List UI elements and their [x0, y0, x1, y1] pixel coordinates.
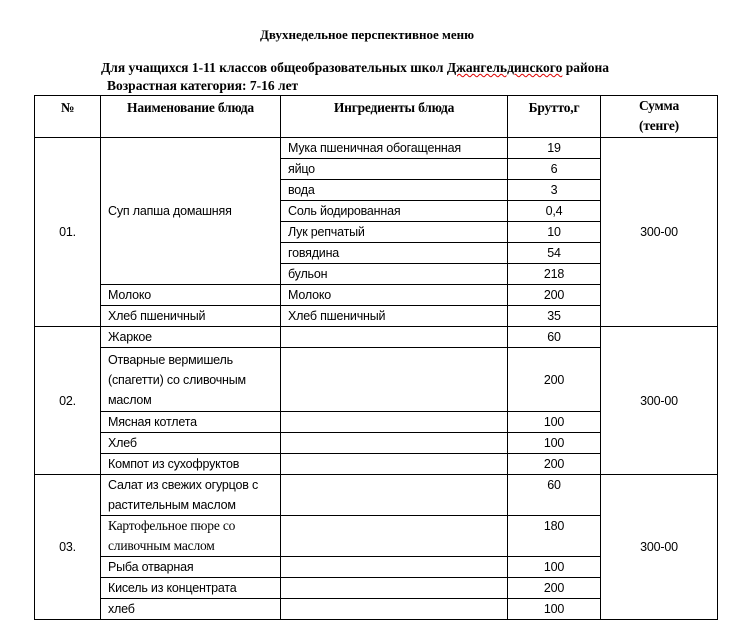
- table-row: Молоко Молоко 200: [35, 284, 718, 306]
- brutto-value: 0,4: [507, 200, 601, 222]
- table-row: 02. Жаркое 60 300-00: [34, 326, 718, 475]
- header-dish: Наименование блюда: [100, 95, 281, 138]
- brutto-value: 180: [507, 515, 601, 557]
- ingredient-name: [280, 474, 508, 516]
- header-ingredients: Ингредиенты блюда: [280, 95, 508, 138]
- brutto-value: 35: [507, 305, 601, 327]
- dish-name: Молоко: [100, 284, 281, 306]
- ingredient-name: вода: [280, 179, 508, 201]
- subtitle-prefix: Для учащихся 1-11 классов общеобразовате…: [101, 60, 447, 75]
- ingredient-name: Лук репчатый: [280, 221, 508, 243]
- dish-name: Мясная котлета: [100, 411, 281, 433]
- ingredient-name: Молоко: [280, 284, 508, 306]
- ingredient-name: Хлеб пшеничный: [280, 305, 508, 327]
- dish-name: Жаркое: [100, 326, 281, 348]
- dish-name: Отварные вермишель (спагетти) со сливочн…: [100, 347, 281, 412]
- dish-name: Кисель из концентрата: [100, 577, 281, 599]
- table-row: говядина 54: [35, 242, 718, 264]
- dish-name: Хлеб: [100, 432, 281, 454]
- dish-name: Хлеб пшеничный: [100, 305, 281, 327]
- table-header-row: № Наименование блюда Ингредиенты блюда Б…: [34, 95, 718, 138]
- table-row: Мясная котлета 100: [35, 411, 718, 433]
- table-row: Отварные вермишель (спагетти) со сливочн…: [35, 347, 718, 412]
- brutto-value: 60: [507, 474, 601, 516]
- header-number: №: [34, 95, 101, 138]
- spellcheck-word: Джангельдинского: [446, 60, 563, 75]
- ingredient-name: Соль йодированная: [280, 200, 508, 222]
- ingredient-name: [280, 411, 508, 433]
- brutto-value: 100: [507, 432, 601, 454]
- brutto-value: 19: [507, 137, 601, 159]
- ingredient-name: [280, 515, 508, 557]
- ingredient-name: Мука пшеничная обогащенная: [280, 137, 508, 159]
- ingredient-name: бульон: [280, 263, 508, 285]
- section-number: 02.: [34, 326, 101, 475]
- brutto-value: 6: [507, 158, 601, 180]
- dish-name: Картофельное пюре со сливочным маслом: [100, 515, 281, 557]
- section-sum: 300-00: [600, 137, 718, 327]
- dish-name: Салат из свежих огурцов с растительным м…: [100, 474, 281, 516]
- ingredient-name: говядина: [280, 242, 508, 264]
- dish-name: Компот из сухофруктов: [100, 453, 281, 475]
- dish-name: Суп лапша домашняя: [100, 137, 281, 285]
- ingredient-name: [280, 347, 508, 412]
- brutto-value: 100: [507, 556, 601, 578]
- table-row: Хлеб 100: [35, 432, 718, 454]
- ingredient-name: [280, 598, 508, 620]
- table-row: 01. Суп лапша домашняя Мука пшеничная обог…: [34, 137, 718, 327]
- brutto-value: 100: [507, 411, 601, 433]
- document-title: Двухнедельное перспективное меню: [259, 27, 475, 42]
- section-number: 03.: [34, 474, 101, 620]
- brutto-value: 10: [507, 221, 601, 243]
- table-row: Соль йодированная 0,4: [35, 200, 718, 222]
- brutto-value: 200: [507, 577, 601, 599]
- section-number: 01.: [34, 137, 101, 327]
- document-subtitle: Для учащихся 1-11 классов общеобразовате…: [101, 60, 609, 76]
- brutto-value: 200: [507, 347, 601, 412]
- subtitle-suffix: района: [562, 60, 610, 75]
- brutto-value: 60: [507, 326, 601, 348]
- ingredient-name: [280, 556, 508, 578]
- brutto-value: 218: [507, 263, 601, 285]
- ingredient-name: [280, 577, 508, 599]
- table-row: Компот из сухофруктов 200: [35, 453, 718, 475]
- dish-name: хлеб: [100, 598, 281, 620]
- brutto-value: 54: [507, 242, 601, 264]
- table-row: Картофельное пюре со сливочным маслом 180: [35, 515, 718, 557]
- ingredient-name: [280, 432, 508, 454]
- section-sum: 300-00: [600, 326, 718, 475]
- header-sum: Сумма (тенге): [600, 95, 718, 138]
- table-row: хлеб 100: [35, 598, 718, 620]
- brutto-value: 200: [507, 453, 601, 475]
- section-sum: 300-00: [600, 474, 718, 620]
- header-brutto: Брутто,г: [507, 95, 601, 138]
- ingredient-name: [280, 326, 508, 348]
- dish-name: Рыба отварная: [100, 556, 281, 578]
- menu-table: № Наименование блюда Ингредиенты блюда Б…: [34, 95, 718, 620]
- age-category: Возрастная категория: 7-16 лет: [107, 78, 299, 93]
- brutto-value: 200: [507, 284, 601, 306]
- brutto-value: 100: [507, 598, 601, 620]
- ingredient-name: яйцо: [280, 158, 508, 180]
- ingredient-name: [280, 453, 508, 475]
- brutto-value: 3: [507, 179, 601, 201]
- table-row: 03. Салат из свежих огурцов с растительны…: [34, 474, 718, 620]
